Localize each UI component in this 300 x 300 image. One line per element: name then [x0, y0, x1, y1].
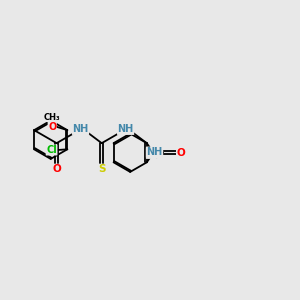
Text: NH: NH: [146, 147, 163, 157]
Text: CH₃: CH₃: [44, 112, 61, 122]
Text: O: O: [176, 148, 185, 158]
Text: NH: NH: [72, 124, 89, 134]
Text: S: S: [98, 164, 106, 174]
Text: NH: NH: [118, 124, 134, 134]
Text: O: O: [52, 164, 61, 174]
Text: O: O: [48, 122, 56, 132]
Text: Cl: Cl: [46, 145, 57, 155]
Text: NH: NH: [146, 148, 163, 158]
